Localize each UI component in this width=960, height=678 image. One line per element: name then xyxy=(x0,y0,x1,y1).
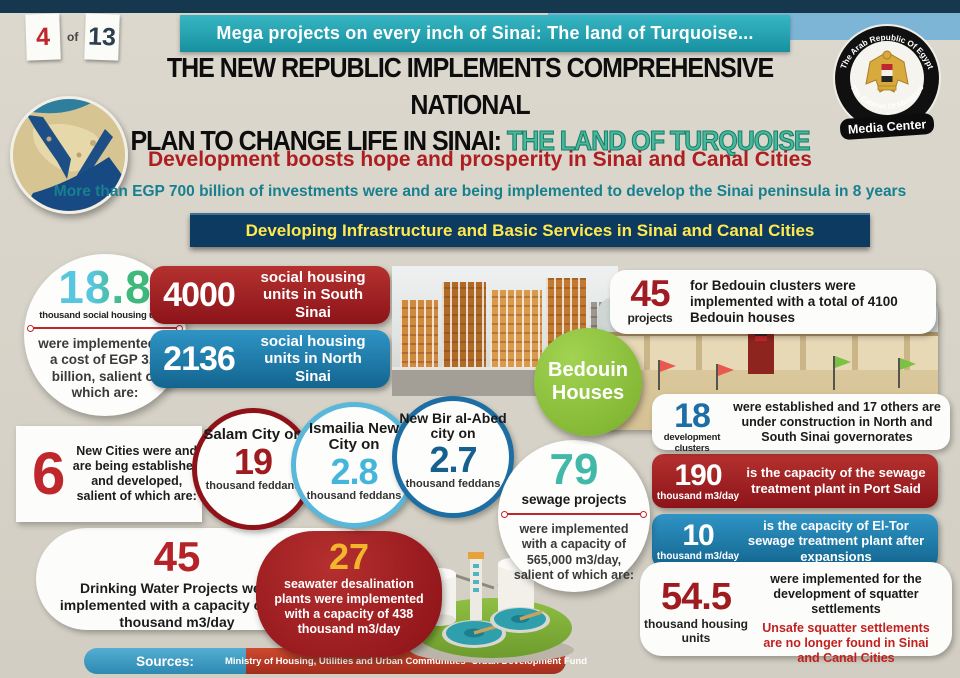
page-total: 13 xyxy=(84,13,121,61)
city-circle-new-bir-al-abed: New Bir al-Abed city on 2.7 thousand fed… xyxy=(392,396,514,518)
red-divider xyxy=(501,511,647,518)
bedouin-projects-value: 45 xyxy=(630,273,670,314)
city-unit: thousand feddans xyxy=(306,490,402,503)
flag-icon xyxy=(716,364,734,390)
top-banner-text: Mega projects on every inch of Sinai: Th… xyxy=(216,23,754,43)
subtitle-development: Development boosts hope and prosperity i… xyxy=(148,148,812,171)
new-cities-desc: New Cities were and are being establishe… xyxy=(72,444,201,503)
port-said-desc: is the capacity of the sewage treatment … xyxy=(746,465,926,496)
south-sinai-housing-value: 4000 xyxy=(163,275,236,314)
city-unit: thousand feddans xyxy=(405,478,501,491)
el-tor-value: 10 xyxy=(682,518,714,552)
sources-text: Ministry of Housing, Utilities and Urban… xyxy=(224,655,588,667)
sewage-unit: sewage projects xyxy=(521,492,627,507)
flag-icon xyxy=(898,358,916,388)
subtitle-investment: More than EGP 700 billion of investments… xyxy=(53,183,907,200)
title-line2-teal: THE LAND OF TURQUOISE xyxy=(506,125,811,157)
housing-total-value: 18.8 xyxy=(24,264,186,310)
sewage-desc: were implemented with a capacity of 565,… xyxy=(513,522,635,582)
housing-total-desc: were implemented at a cost of EGP 3.3 bi… xyxy=(38,336,172,401)
media-center-logo: The Arab Republic Of Egypt The Cabinet O… xyxy=(826,22,948,144)
port-said-sewage-pill: 190 thousand m3/day is the capacity of t… xyxy=(652,454,938,508)
new-cities-box: 6 New Cities were and are being establis… xyxy=(16,426,202,522)
el-tor-unit: thousand m3/day xyxy=(656,550,740,562)
bedouin-projects-box: 45 projects for Bedouin clusters were im… xyxy=(610,270,936,334)
city-name: Salam City on xyxy=(203,426,303,443)
top-banner: Mega projects on every inch of Sinai: Th… xyxy=(180,15,790,52)
city-unit: thousand feddans xyxy=(205,479,301,492)
city-value: 19 xyxy=(233,441,273,483)
page-counter: 4 of 13 xyxy=(25,13,121,61)
sewage-stat-circle: 79 sewage projects were implemented with… xyxy=(498,440,650,592)
new-cities-value: 6 xyxy=(32,440,66,507)
sources-label: Sources: xyxy=(84,648,246,674)
section-banner-text: Developing Infrastructure and Basic Serv… xyxy=(245,221,815,240)
clusters-desc: were established and 17 others are under… xyxy=(733,399,941,444)
el-tor-sewage-pill: 10 thousand m3/day is the capacity of El… xyxy=(652,514,938,568)
clusters-value: 18 xyxy=(674,397,711,435)
squatter-value: 54.5 xyxy=(661,576,732,618)
bedouin-projects-desc: for Bedouin clusters were implemented wi… xyxy=(690,277,898,326)
red-divider xyxy=(27,325,183,332)
clusters-unit: development clusters xyxy=(663,432,721,454)
city-name: New Bir al-Abed city on xyxy=(399,410,507,442)
north-sinai-housing-label: social housing units in North Sinai xyxy=(260,333,366,385)
drinking-water-desc: Drinking Water Projects were implemented… xyxy=(59,580,295,630)
city-value: 2.7 xyxy=(429,439,477,481)
el-tor-desc: is the capacity of El-Tor sewage treatme… xyxy=(747,517,925,564)
egypt-cabinet-emblem-icon: The Arab Republic Of Egypt The Cabinet O… xyxy=(833,24,941,140)
squatter-note: Unsafe squatter settlements are no longe… xyxy=(762,621,930,665)
sewage-value: 79 xyxy=(549,445,599,494)
building-block xyxy=(490,290,542,370)
page-number: 4 xyxy=(25,13,61,61)
desalination-blob: 27 seawater desalination plants were imp… xyxy=(256,531,442,657)
bedouin-houses-label: Bedouin Houses xyxy=(548,359,628,404)
desalination-value: 27 xyxy=(328,536,370,577)
city-value: 2.8 xyxy=(330,451,378,493)
sinai-map-icon xyxy=(10,96,128,214)
title-line2-black: PLAN TO CHANGE LIFE IN SINAI: xyxy=(130,125,507,157)
south-sinai-housing-pill: 4000 social housing units in South Sinai xyxy=(150,266,390,324)
title-line1: THE NEW REPUBLIC IMPLEMENTS COMPREHENSIV… xyxy=(166,52,774,121)
port-said-unit: thousand m3/day xyxy=(656,490,740,502)
squatter-desc: were implemented for the development of … xyxy=(770,572,922,616)
building-block xyxy=(442,282,486,370)
north-sinai-housing-value: 2136 xyxy=(163,339,236,378)
development-clusters-box: 18 development clusters were established… xyxy=(652,394,950,454)
sources-label-text: Sources: xyxy=(136,653,194,669)
bedouin-houses-badge: Bedouin Houses xyxy=(534,328,642,436)
port-said-value: 190 xyxy=(674,458,722,492)
city-name: Ismailia New City on xyxy=(308,420,400,454)
squatter-box: 54.5 thousand housing units were impleme… xyxy=(640,562,952,665)
page-of-label: of xyxy=(67,30,79,44)
bedouin-projects-unit: projects xyxy=(627,311,673,325)
flag-icon xyxy=(833,356,851,390)
north-sinai-housing-pill: 2136 social housing units in North Sinai xyxy=(150,330,390,388)
building-block xyxy=(400,300,438,372)
logo-ribbon-text: Media Center xyxy=(847,117,926,136)
drinking-water-value: 45 xyxy=(153,533,201,580)
eagle-icon xyxy=(865,50,909,93)
south-sinai-housing-label: social housing units in South Sinai xyxy=(260,269,366,321)
page-title: THE NEW REPUBLIC IMPLEMENTS COMPREHENSIV… xyxy=(112,50,828,159)
flag-icon xyxy=(658,360,676,390)
desalination-desc: seawater desalination plants were implem… xyxy=(274,577,424,636)
section-banner: Developing Infrastructure and Basic Serv… xyxy=(190,213,870,247)
squatter-unit: thousand housing units xyxy=(644,617,748,645)
housing-total-unit: thousand social housing units xyxy=(39,310,171,321)
